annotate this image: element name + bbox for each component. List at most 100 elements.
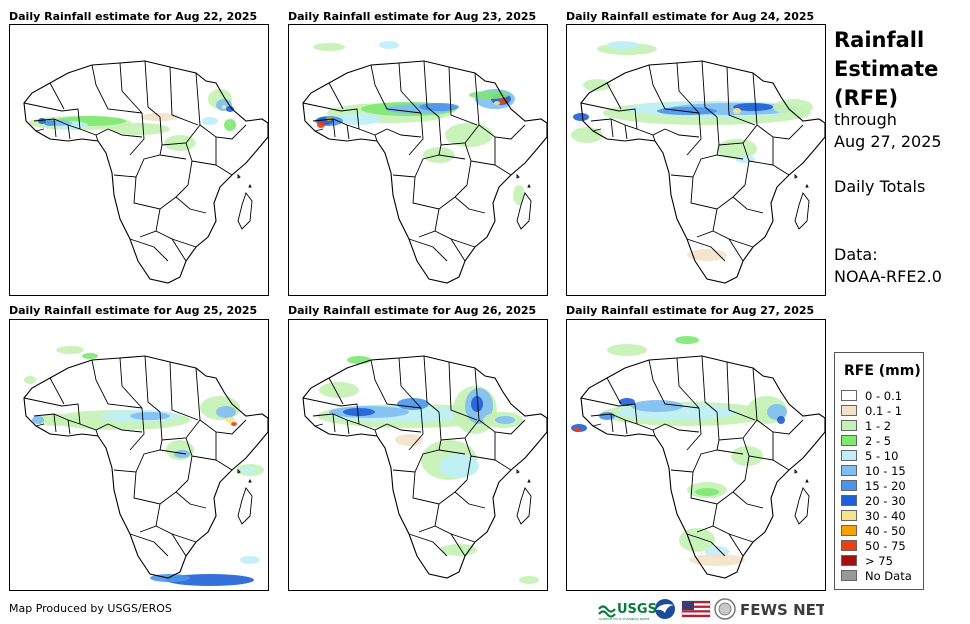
fews-net-logo: FEWS NET	[740, 601, 824, 619]
country-border	[53, 118, 57, 138]
country-border	[726, 66, 756, 126]
country-border	[107, 423, 143, 433]
country-border	[450, 238, 476, 248]
rainfall-area	[82, 353, 98, 359]
island	[248, 478, 252, 483]
rainfall-area	[319, 382, 359, 398]
country-border	[648, 359, 700, 409]
rainfall-area	[130, 412, 170, 420]
rainfall-map	[566, 24, 826, 296]
country-border	[191, 160, 217, 166]
island	[248, 183, 252, 188]
country-border	[580, 102, 638, 130]
legend-swatch	[841, 495, 857, 506]
country-border	[199, 124, 247, 140]
panel-title: Daily Rainfall estimate for Aug 22, 2025	[9, 10, 258, 23]
rainfall-area	[573, 428, 581, 432]
country-border	[423, 355, 440, 413]
coastline	[23, 355, 268, 579]
rainfall-area	[313, 43, 345, 51]
island	[794, 192, 810, 230]
map-title-line: (RFE)	[834, 86, 899, 110]
country-border	[726, 361, 756, 421]
legend-label: 20 - 30	[865, 494, 906, 508]
country-border	[752, 72, 758, 126]
country-border	[470, 160, 496, 166]
rainfall-area	[174, 450, 190, 458]
coastline	[302, 355, 547, 579]
country-border	[670, 154, 744, 178]
panel-title: Daily Rainfall estimate for Aug 23, 2025	[288, 10, 537, 23]
country-border	[129, 112, 145, 156]
rainfall-area	[571, 127, 603, 143]
legend-label: 0.1 - 1	[865, 404, 903, 418]
through-date: Aug 27, 2025	[834, 132, 942, 151]
usgs-tagline: science for a changing world	[599, 617, 649, 621]
island	[527, 478, 531, 483]
country-border	[701, 60, 718, 118]
rainfall-area	[657, 107, 717, 115]
coastline	[302, 60, 547, 284]
country-border	[370, 64, 422, 114]
rainfall-area	[494, 101, 500, 105]
rainfall-area	[619, 398, 635, 406]
africa-map	[302, 41, 547, 284]
country-border	[328, 82, 344, 110]
island	[516, 192, 532, 230]
rainfall-area	[202, 117, 218, 125]
rainfall-area	[397, 398, 429, 410]
country-border	[438, 411, 480, 441]
legend-swatch	[841, 555, 857, 566]
rainfall-area	[56, 346, 84, 354]
country-border	[652, 429, 656, 437]
africa-map	[571, 41, 825, 284]
country-border	[686, 407, 702, 451]
country-border	[606, 82, 622, 110]
rainfall-area	[733, 108, 741, 114]
country-border	[732, 491, 764, 509]
country-border	[95, 134, 99, 142]
country-border	[592, 423, 602, 427]
country-border	[580, 397, 638, 425]
country-border	[35, 423, 45, 427]
country-border	[386, 423, 422, 433]
country-border	[144, 60, 161, 118]
legend-label: > 75	[865, 554, 893, 568]
country-border	[450, 533, 476, 543]
country-border	[610, 413, 614, 433]
country-border	[624, 124, 628, 140]
country-border	[592, 128, 602, 132]
rainfall-map	[288, 24, 548, 296]
country-border	[129, 407, 145, 451]
country-border	[664, 423, 700, 433]
legend-title: RFE (mm)	[844, 363, 921, 379]
country-border	[159, 144, 163, 156]
logo-strip: USGS science for a changing world FEWS N…	[598, 598, 824, 621]
coastline	[580, 355, 825, 579]
rainfall-map	[288, 319, 548, 591]
island	[237, 173, 241, 179]
country-border	[169, 361, 199, 421]
country-border	[91, 64, 143, 114]
country-border	[752, 367, 758, 421]
island	[527, 183, 531, 188]
rainfall-area	[439, 454, 479, 478]
country-border	[332, 118, 336, 138]
rainfall-area	[689, 554, 745, 566]
legend-swatch	[841, 480, 857, 491]
country-border	[392, 449, 466, 473]
country-border	[129, 238, 169, 262]
rainfall-area	[222, 105, 226, 109]
country-border	[49, 377, 65, 405]
legend-label: 15 - 20	[865, 479, 906, 493]
rainfall-area	[731, 446, 763, 466]
rainfall-area	[337, 113, 381, 125]
country-border	[392, 154, 466, 178]
country-border	[95, 429, 99, 437]
rainfall-area	[231, 422, 237, 426]
rainfall-area	[44, 120, 56, 126]
legend-swatch	[841, 525, 857, 536]
country-border	[91, 359, 143, 409]
country-border	[670, 449, 744, 473]
